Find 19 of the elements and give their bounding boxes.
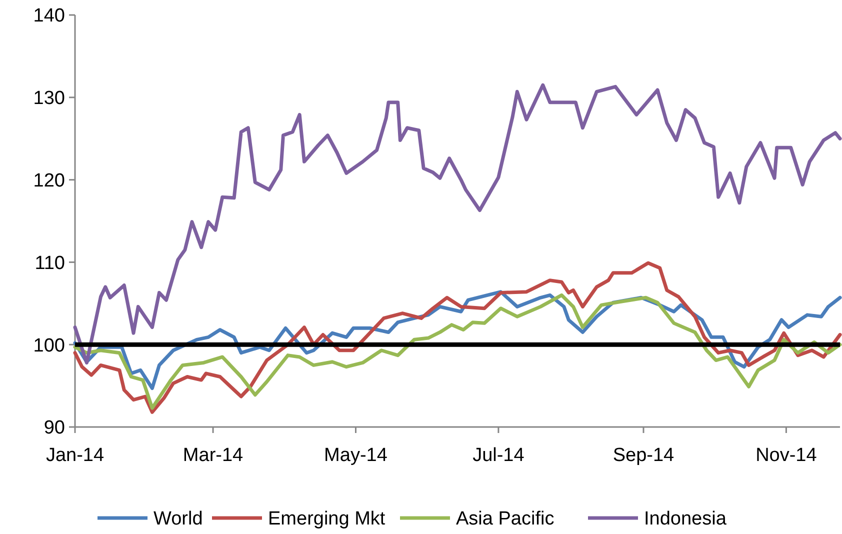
y-tick-label: 100	[33, 335, 65, 356]
x-tick-label: Jul-14	[472, 445, 525, 466]
line-series	[73, 83, 842, 364]
line-series	[73, 293, 842, 410]
line-series	[73, 261, 842, 414]
y-tick-label: 140	[33, 6, 65, 27]
x-tick-label: Nov-14	[756, 445, 818, 466]
x-tick-label: Sep-14	[612, 445, 675, 466]
y-tick-label: 130	[33, 88, 65, 110]
y-tick-label: 110	[34, 252, 65, 274]
y-tick-label: 120	[33, 170, 65, 192]
x-tick-label: May-14	[324, 445, 388, 466]
legend-label: Asia Pacific	[456, 508, 554, 530]
x-tick-label: Mar-14	[182, 445, 244, 466]
legend-label: Emerging Mkt	[268, 508, 386, 530]
legend-label: World	[154, 508, 203, 530]
x-tick-label: Jan-14	[46, 445, 104, 466]
y-tick-label: 90	[44, 418, 65, 439]
legend-label: Indonesia	[644, 508, 727, 530]
